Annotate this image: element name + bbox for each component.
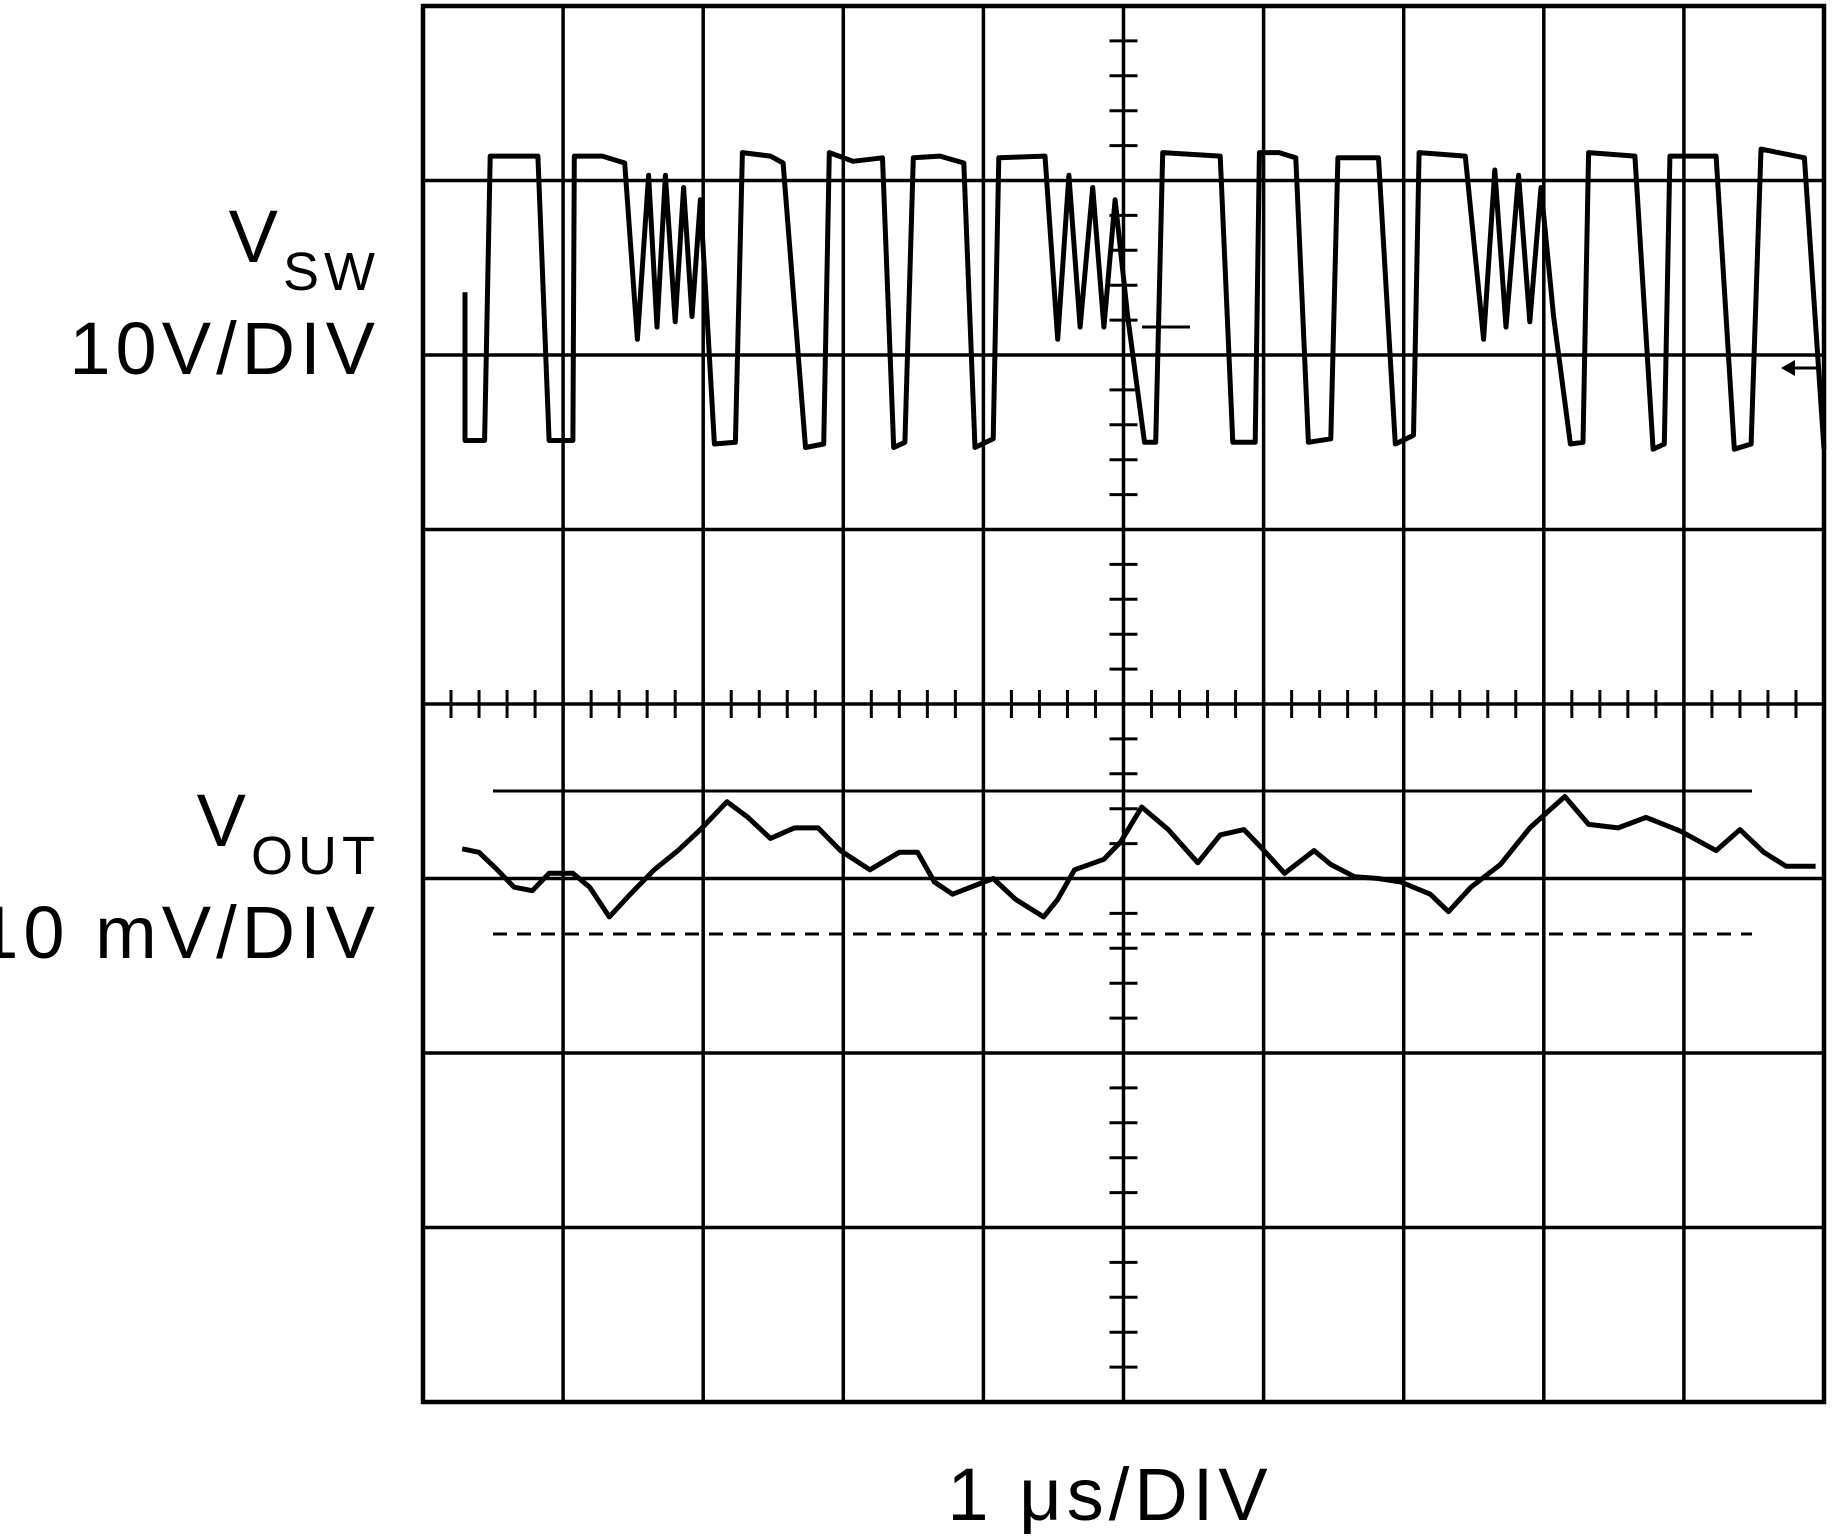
series-name: V — [229, 195, 283, 278]
traces — [461, 146, 1827, 920]
series-label: VSW — [229, 195, 380, 302]
series-name: V — [197, 779, 251, 862]
graticule — [420, 3, 1827, 1405]
trace — [462, 146, 1827, 452]
series-label: VOUT — [197, 779, 380, 886]
series-name-sub: SW — [283, 242, 380, 302]
level-marker-head — [1781, 360, 1795, 376]
series-name-sub: OUT — [251, 826, 380, 886]
series-scale: 10V/DIV — [69, 307, 380, 390]
trace — [461, 794, 1816, 920]
plot-border — [420, 3, 1827, 1405]
markers — [493, 325, 1818, 936]
series-scale: 10 mV/DIV — [0, 891, 380, 974]
x-axis-label: 1 μs/DIV — [947, 1453, 1272, 1536]
